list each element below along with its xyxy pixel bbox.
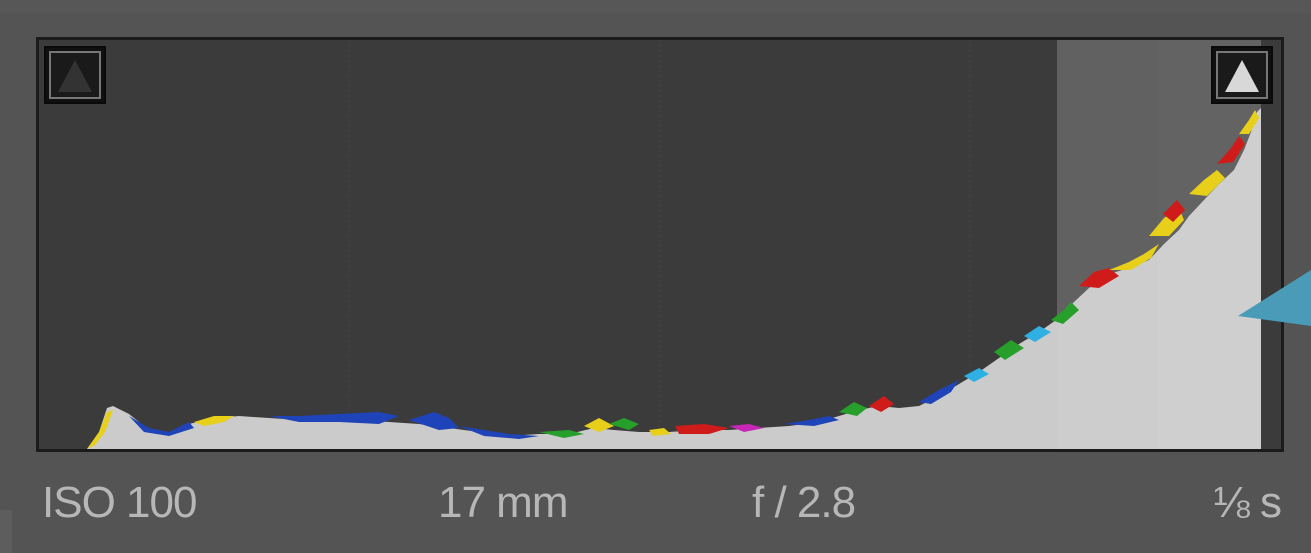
- triangle-up-icon: [49, 51, 101, 99]
- focal-length-value: 17 mm: [438, 478, 568, 527]
- triangle-up-icon: [1216, 51, 1268, 99]
- aperture-value: f / 2.8: [752, 478, 856, 527]
- histogram-band: [1057, 40, 1157, 449]
- histogram-luminance-fill: [87, 108, 1261, 449]
- arrow-pointer-icon: [1238, 270, 1311, 326]
- iso-value: ISO 100: [42, 478, 197, 527]
- shutter-speed-value: ⅛ s: [1213, 478, 1282, 527]
- highlight-clipping-toggle[interactable]: [1211, 46, 1273, 104]
- histogram-grid: [348, 40, 971, 449]
- histogram-frame[interactable]: [36, 37, 1284, 452]
- histogram-area[interactable]: [39, 40, 1281, 449]
- exif-info-row: ISO 100 17 mm f / 2.8 ⅛ s: [0, 468, 1311, 538]
- shadow-clipping-toggle[interactable]: [44, 46, 106, 104]
- histogram-color-edges: [87, 110, 1259, 449]
- histogram-band: [1157, 40, 1261, 449]
- panel-top-band: [0, 0, 1311, 14]
- panel-notch: [0, 510, 12, 553]
- histogram-graph: [87, 40, 1261, 449]
